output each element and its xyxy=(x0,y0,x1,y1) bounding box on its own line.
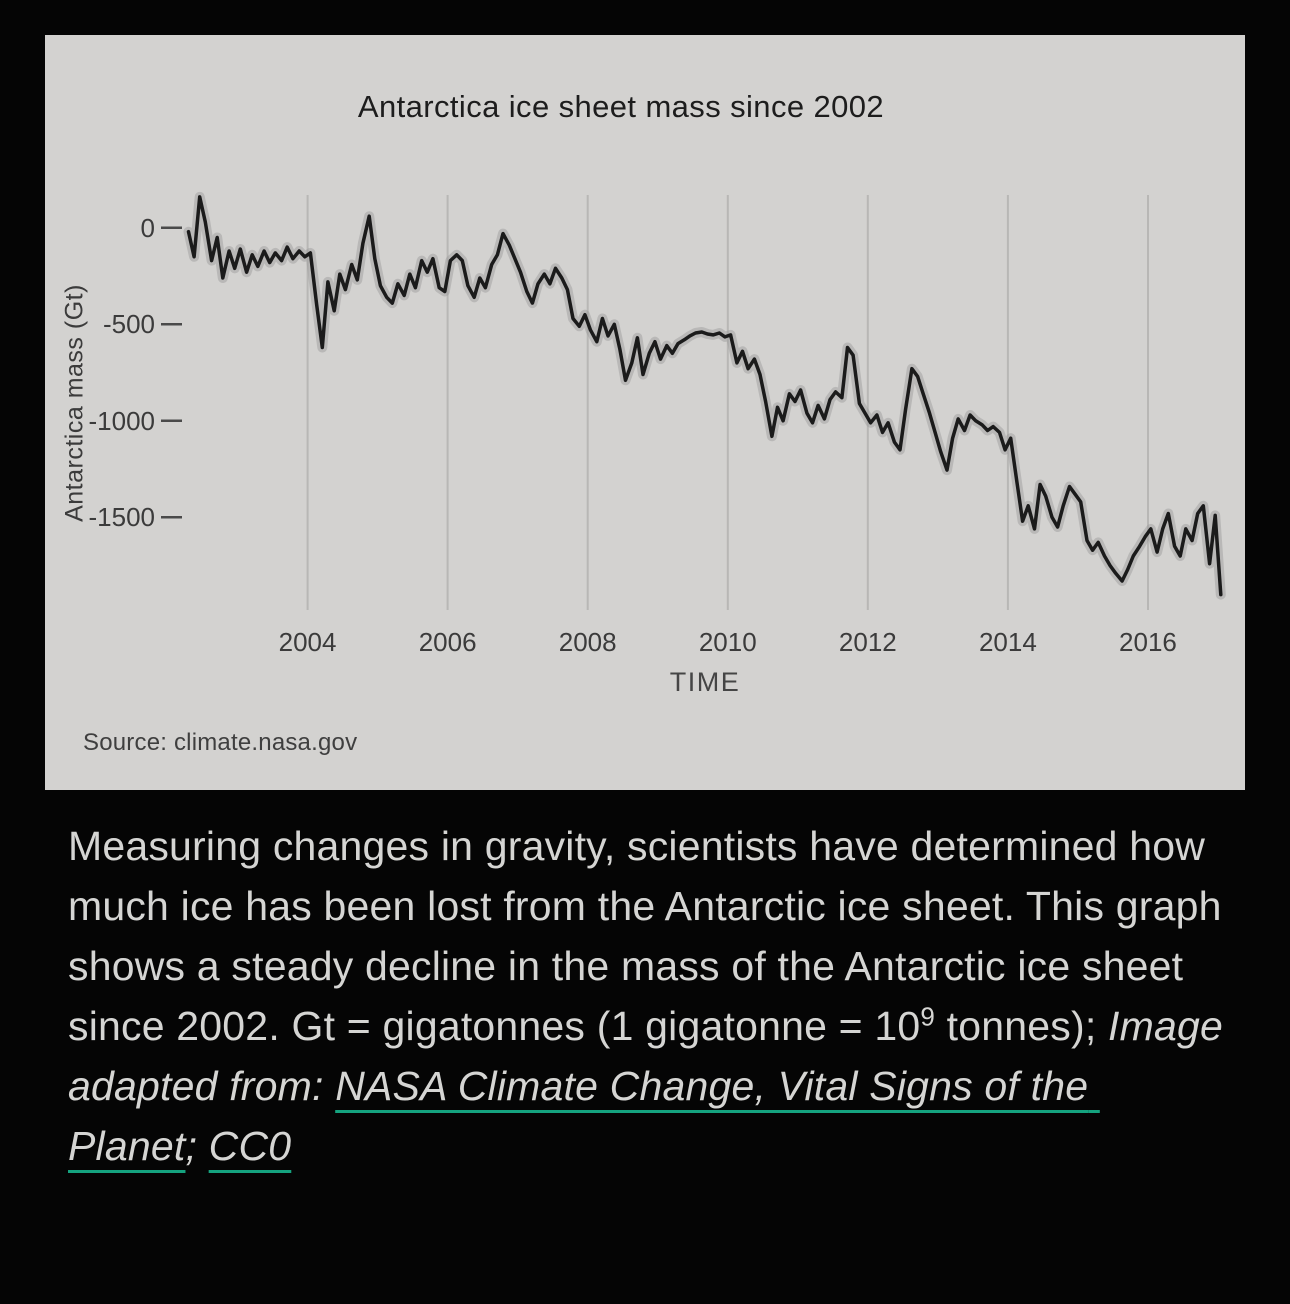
y-tick-label: -1000 xyxy=(88,405,156,436)
x-tick-label: 2016 xyxy=(1119,627,1177,657)
figure-caption: Measuring changes in gravity, scientists… xyxy=(68,816,1225,1176)
y-tick-label: 0 xyxy=(140,212,155,243)
x-tick-label: 2012 xyxy=(838,627,897,657)
plot-area: 0 -500 -1000 -1500 2004 2006 2008 2010 2012 2014… xyxy=(89,191,1226,657)
x-tick-label: 2014 xyxy=(978,627,1037,657)
y-axis-ticks: 0 -500 -1000 -1500 xyxy=(60,195,156,610)
caption-text: Measuring changes in gravity, scientists… xyxy=(68,823,1234,1049)
y-tick-label: -500 xyxy=(102,309,155,340)
x-tick-label: 2004 xyxy=(278,627,337,657)
chart-title: Antarctica ice sheet mass since 2002 xyxy=(357,89,885,124)
caption-superscript: 9 xyxy=(920,1001,936,1032)
y-tick-label: -1500 xyxy=(88,502,156,533)
caption-attribution-prefix: Image adapted from: xyxy=(68,1003,1235,1109)
attribution-link-nasa[interactable]: NASA Climate Change, Vital Signs of the … xyxy=(68,1063,1100,1169)
x-tick-label: 2008 xyxy=(558,627,617,657)
attribution-link-cc0[interactable]: CC0 xyxy=(208,1123,292,1169)
chart-figure: Antarctica ice sheet mass since 2002 Ant… xyxy=(45,35,1245,790)
caption-text: tonnes); xyxy=(935,1003,1109,1049)
x-tick-label: 2010 xyxy=(698,627,757,657)
x-axis-label: TIME xyxy=(669,667,741,697)
caption-attribution-separator: ; xyxy=(185,1123,209,1169)
source-credit: Source: climate.nasa.gov xyxy=(83,729,358,756)
mass-line-chart xyxy=(161,191,1226,610)
x-axis-ticks: 2004 2006 2008 2010 2012 2014 2016 xyxy=(185,195,1225,657)
x-tick-label: 2006 xyxy=(418,627,477,657)
